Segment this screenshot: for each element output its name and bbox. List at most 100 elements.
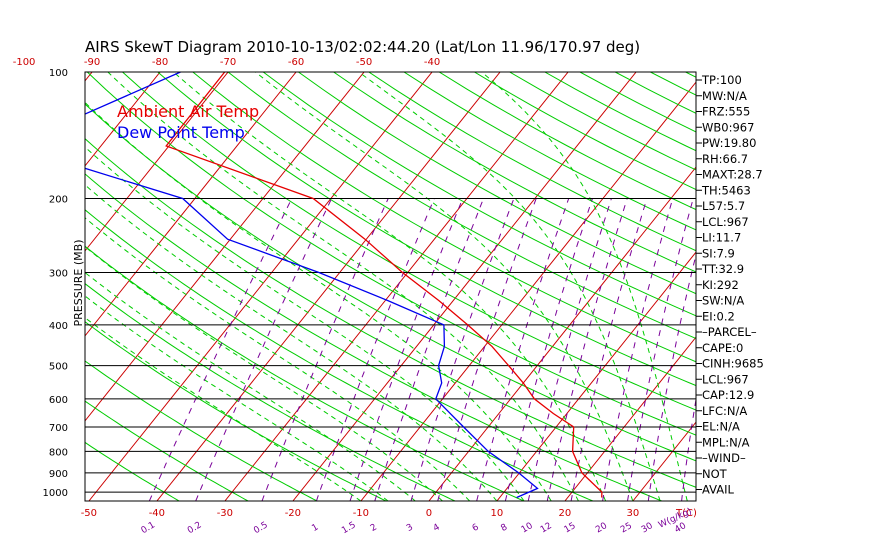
index-entry: TT:32.9 [701, 262, 744, 276]
dry-adiabat-line [192, 72, 696, 363]
index-entry: RH:66.7 [702, 152, 748, 166]
dry-adiabat-line [85, 245, 525, 501]
pressure-tick-label: 800 [49, 447, 68, 458]
mixing-ratio-label: 0.5 [252, 520, 269, 536]
isotherm-line [85, 72, 297, 337]
dry-adiabat-line [85, 173, 662, 501]
bottom-axis-ticks: -50 -40 -30 -20 -10 0 10 20 30 [81, 508, 640, 519]
bottom-temp-tick: -50 [81, 508, 97, 519]
dry-adiabat-line [85, 103, 696, 462]
mixing-ratio-label: 20 [594, 521, 609, 536]
moist-adiabat-line [85, 317, 362, 501]
isotherm-line [85, 72, 161, 167]
mixing-ratio-line [602, 198, 674, 501]
dry-adiabat-line [650, 72, 696, 96]
index-entry: EL:N/A [702, 420, 740, 434]
top-axis-ticks: -120-110-100-90-80-70-60-50-40 [13, 57, 441, 68]
dry-adiabat-line [474, 72, 696, 191]
mixing-ratio-line [315, 198, 435, 501]
pressure-tick-label: 400 [49, 321, 68, 332]
bottom-temp-tick: -40 [149, 508, 165, 519]
index-entry: L57:5.7 [702, 199, 745, 213]
index-entry: LCL:967 [702, 215, 749, 229]
mixing-ratio-label: 4 [432, 522, 442, 534]
moist-adiabat-line [85, 184, 498, 501]
index-entry: CAP:12.9 [702, 388, 754, 402]
dry-adiabat-line [85, 321, 387, 501]
top-temp-tick: -80 [152, 57, 168, 68]
index-entry: LI:11.7 [702, 231, 741, 245]
mixing-ratio-label: 2 [369, 523, 379, 535]
isotherm-line [88, 72, 433, 501]
dry-adiabat-line [438, 72, 696, 211]
index-entry: WB0:967 [702, 120, 754, 134]
top-temp-tick: -40 [424, 57, 440, 68]
index-entry: –WIND– [702, 451, 746, 465]
index-entry: LFC:N/A [702, 404, 747, 418]
isotherm-line [564, 336, 696, 501]
mixing-ratio-line [349, 198, 464, 501]
index-entry: SW:N/A [702, 294, 744, 308]
mixing-ratio-line [647, 252, 696, 501]
mixing-ratio-line [261, 198, 389, 501]
pressure-tick-label: 1000 [43, 488, 68, 499]
dry-adiabat-line [85, 209, 594, 501]
mixing-ratio-line [437, 198, 537, 501]
mixing-ratio-label: 8 [499, 522, 509, 534]
plot-frame [84, 71, 697, 502]
bottom-temp-tick: 30 [627, 508, 640, 519]
bottom-temp-tick: -10 [353, 508, 369, 519]
mixing-ratio-line [546, 198, 628, 501]
moist-adiabat-line [85, 295, 389, 501]
mixing-ratio-label: 0.1 [140, 520, 157, 536]
mixing-ratio-label: 0.2 [186, 520, 203, 536]
index-entry: EI:0.2 [702, 309, 735, 323]
top-temp-tick: -60 [288, 57, 304, 68]
index-entry: MAXT:28.7 [702, 168, 763, 182]
moist-adiabat-line [358, 72, 661, 501]
index-entry: TH:5463 [701, 183, 751, 197]
mixing-ratio-label: 12 [539, 521, 554, 535]
isotherm-line [292, 72, 637, 501]
moist-adiabat-line [255, 72, 634, 501]
bottom-temp-tick: 20 [559, 508, 572, 519]
pressure-tick-label: 900 [49, 469, 68, 480]
y-axis-label: PRESSURE (MB) [72, 240, 85, 327]
mixing-ratio-line [627, 198, 694, 501]
index-entry: AVAIL [702, 483, 735, 497]
index-entry: CINH:9685 [702, 357, 764, 371]
mixing-ratio-label: 15 [563, 521, 578, 535]
mixing-ratio-label: 30 [640, 521, 655, 536]
mixing-ratio-line [527, 198, 612, 501]
pressure-tick-label: 500 [49, 362, 68, 373]
mixing-ratio-labels: 0.1 0.2 0.5 1 1.5 2 3 4 6 8 10 12 15 20 25 30 40 [140, 520, 689, 536]
pressure-tick-label: 600 [49, 395, 68, 406]
index-entry: MW:N/A [702, 89, 747, 103]
index-entry: –PARCEL– [702, 325, 757, 339]
index-entry: MPL:N/A [702, 435, 750, 449]
plot-border [84, 71, 697, 502]
isotherm-line [85, 72, 229, 252]
index-entry: TP:100 [701, 73, 742, 87]
dry-adiabat-line [298, 72, 696, 295]
top-temp-tick: -100 [13, 57, 36, 68]
dry-adiabat-line [368, 72, 696, 252]
bottom-temp-tick: 0 [426, 508, 432, 519]
pressure-tick-label: 200 [49, 194, 68, 205]
index-entry: SI:7.9 [702, 246, 735, 260]
dry-adiabat-line [85, 283, 456, 501]
mixing-ratio-line [148, 198, 293, 501]
dry-adiabat-line [333, 72, 696, 273]
top-temp-tick: -50 [356, 57, 372, 68]
top-temp-tick: -90 [84, 57, 100, 68]
dew-point-temp-trace [85, 72, 539, 499]
pressure-tick-labels: 100 200 300 400 500 600 700 800 900 1000 [43, 68, 68, 499]
legend-dew-point-temp: Dew Point Temp [117, 123, 245, 142]
mixing-ratio-line [681, 396, 696, 501]
dry-adiabat-line [86, 72, 696, 436]
index-entry: PW:19.80 [702, 136, 756, 150]
index-entry: KI:292 [702, 278, 739, 292]
pressure-tick-label: 700 [49, 423, 68, 434]
